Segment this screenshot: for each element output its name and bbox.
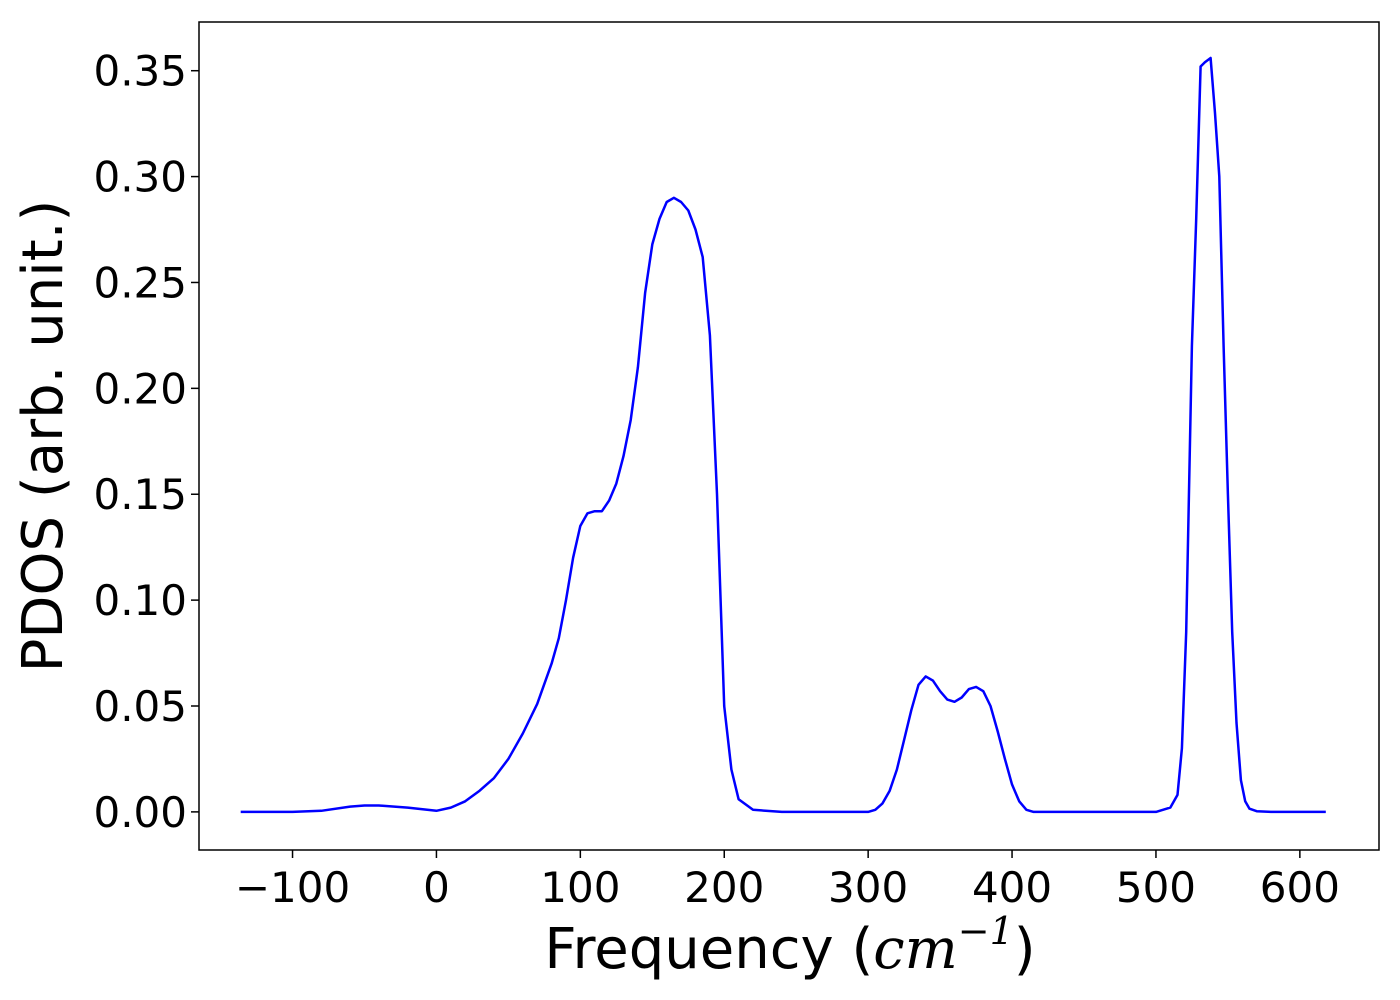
- y-axis-label: PDOS (arb. unit.): [11, 200, 76, 673]
- pdos-series-line: [240, 56, 1326, 814]
- x-tick-label: 100: [540, 863, 620, 912]
- x-tick-label: 400: [972, 863, 1052, 912]
- x-axis-label-close: ): [1014, 917, 1036, 982]
- x-axis-label-exponent: −1: [958, 909, 1014, 953]
- x-tick-label: 300: [828, 863, 908, 912]
- plot-frame: [198, 21, 1380, 851]
- x-axis-label-unit: cm: [873, 917, 957, 982]
- y-tick-label: 0.25: [93, 258, 187, 307]
- x-tick-label: 500: [1116, 863, 1196, 912]
- y-tick-label: 0.30: [93, 153, 187, 202]
- y-axis-ticks: 0.00 0.05 0.10 0.15 0.20 0.25 0.30 0.35: [93, 47, 199, 837]
- x-axis-ticks: −100 0 100 200 300 400 500 600: [235, 850, 1340, 912]
- y-tick-label: 0.20: [93, 364, 187, 413]
- x-tick-label: 200: [684, 863, 764, 912]
- y-tick-label: 0.00: [93, 788, 187, 837]
- x-tick-label: 600: [1260, 863, 1340, 912]
- x-axis-label-text: Frequency (: [544, 917, 873, 982]
- y-tick-label: 0.35: [93, 47, 187, 96]
- x-tick-label: −100: [235, 863, 350, 912]
- x-axis-label: Frequency (cm−1): [544, 909, 1035, 982]
- x-tick-label: 0: [423, 863, 450, 912]
- y-tick-label: 0.10: [93, 576, 187, 625]
- y-tick-label: 0.05: [93, 682, 187, 731]
- y-tick-label: 0.15: [93, 470, 187, 519]
